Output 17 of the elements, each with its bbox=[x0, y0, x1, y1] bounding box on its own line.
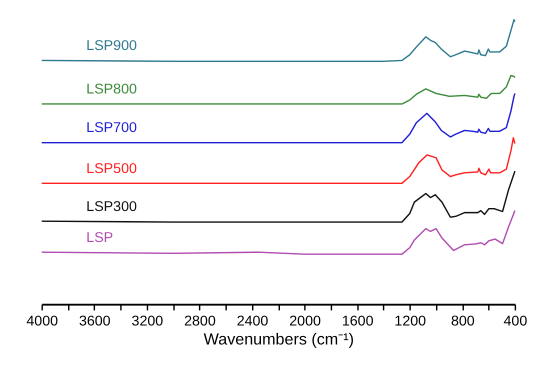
x-tick-label: 4000 bbox=[26, 314, 58, 330]
x-tick-label: 2000 bbox=[289, 314, 321, 330]
series-label: LSP800 bbox=[86, 82, 137, 98]
series-label: LSP700 bbox=[86, 120, 137, 136]
x-tick-label: 800 bbox=[450, 314, 475, 330]
series-label: LSP bbox=[86, 230, 114, 246]
x-tick-label: 3200 bbox=[132, 314, 164, 330]
x-axis-title: Wavenumbers (cm⁻¹) bbox=[204, 330, 354, 349]
x-tick-label: 3600 bbox=[78, 314, 111, 330]
x-tick-label: 1200 bbox=[394, 314, 426, 330]
x-tick-label: 2400 bbox=[236, 314, 268, 330]
series-label: LSP500 bbox=[86, 160, 137, 177]
x-tick-label: 400 bbox=[504, 314, 528, 330]
series-label: LSP300 bbox=[86, 198, 137, 215]
x-tick-label: 1600 bbox=[342, 314, 374, 330]
series-label: LSP900 bbox=[86, 38, 137, 54]
x-tick-label: 2800 bbox=[184, 314, 216, 330]
